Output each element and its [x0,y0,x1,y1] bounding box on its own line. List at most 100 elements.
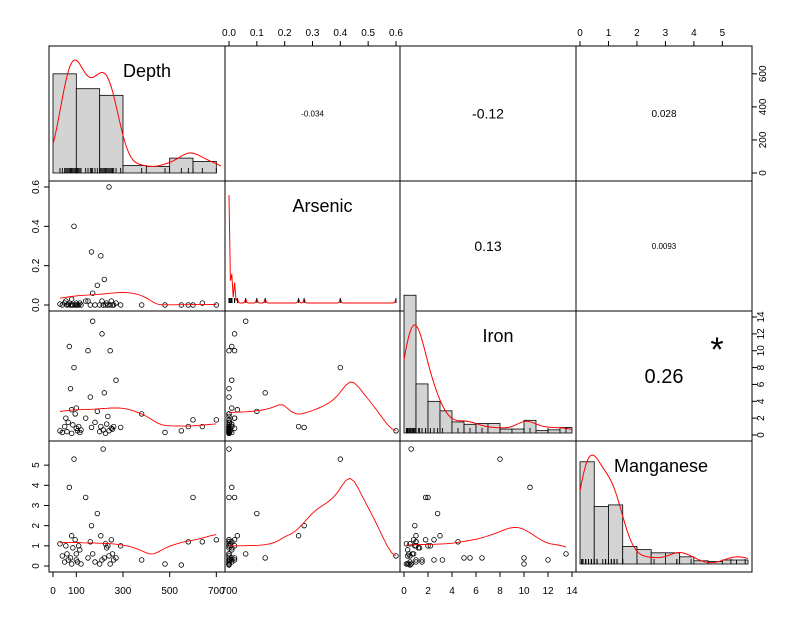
panel-frame [224,440,401,573]
y-axis-left-arsenic: 0.0 0.2 0.4 0.6 [31,180,49,312]
axis-tick-label: 6 [756,381,767,387]
histogram-bar [122,165,147,174]
axis-tick-label: 300 [115,586,132,597]
smoother-line [59,534,217,555]
smoother-line [406,526,567,548]
scatter-panel-manganese-vs-arsenic [226,446,399,568]
y-axis-right-iron: 0 2 4 6 8 10 12 14 [752,311,767,438]
axis-tick-label: 700 [221,586,238,597]
axis-tick-label: 0.6 [31,180,42,194]
data-point [407,562,413,568]
axis-tick-label: 10 [518,586,530,597]
data-point [109,426,116,432]
scatter-panel-iron-vs-depth [57,318,220,437]
correlation-label: 0.0093 [652,242,677,251]
axis-tick-label: 0.2 [278,28,292,39]
histogram-bar [415,383,429,434]
data-point [439,557,446,563]
data-point [242,551,249,557]
data-point [85,348,91,354]
data-point [113,377,119,383]
data-point [82,415,89,421]
data-point [103,421,110,427]
data-point [467,555,473,561]
data-point [563,551,569,557]
data-point [262,390,268,396]
data-point [98,253,104,259]
axis-tick-label: 12 [756,328,767,340]
smoother-line [228,381,397,432]
data-point [226,417,232,423]
data-point [226,494,232,501]
data-point [106,184,112,190]
data-point [521,555,527,561]
data-point [213,417,220,423]
correlation-label: 0.13 [474,238,501,254]
data-point [295,533,302,539]
data-point [96,561,103,567]
axis-tick-label: 1 [31,543,42,549]
diagonal-panel-depth: Depth [52,59,222,174]
data-point [226,394,232,400]
data-point [226,423,232,430]
panel-frame [224,310,401,442]
data-point [78,427,84,433]
data-point [71,223,77,230]
panel-frame [575,440,753,573]
correlation-label: 0.26 [645,366,684,388]
data-point [427,543,434,549]
data-point [101,276,108,283]
data-point [337,456,344,462]
histogram-bar [679,556,695,565]
data-point [98,533,104,539]
axis-tick-label: 0.0 [31,298,42,312]
scatter-panel-manganese-vs-depth [57,446,220,568]
data-point [185,423,192,430]
data-point [404,561,411,567]
data-point [82,298,89,304]
axis-tick-label: 0.4 [31,219,42,233]
data-point [99,331,105,337]
data-point [301,424,307,431]
data-point [419,559,425,565]
histogram-bar [593,506,609,565]
data-point [85,298,91,304]
density-curve [403,324,573,430]
data-point [70,422,76,428]
data-point [461,555,467,561]
axis-tick-label: 0.0 [222,28,236,39]
data-point [301,522,307,529]
data-point [213,302,220,308]
data-point [162,561,168,567]
data-point [337,364,344,371]
data-point [527,484,533,491]
data-point [229,377,235,383]
axis-tick-label: 8 [497,586,503,597]
data-point [71,364,77,371]
axis-tick-label: 12 [542,586,554,597]
data-point [434,510,441,517]
data-point [89,551,96,557]
data-point [229,405,235,411]
correlation-label: 0.028 [651,109,676,120]
smoother-line [59,407,217,427]
data-point [226,411,232,417]
axis-tick-label: 500 [161,586,178,597]
histogram-bar [499,428,513,434]
data-point [190,494,196,501]
data-point [87,394,94,400]
data-point [59,553,66,559]
diagonal-panel-arsenic: Arsenic [228,194,397,304]
variable-name-manganese: Manganese [614,456,708,476]
axis-tick-label: 10 [756,345,767,357]
axis-tick-label: 0.3 [306,28,320,39]
data-point [226,557,232,563]
axis-tick-label: 0 [577,28,583,39]
data-point [178,428,185,434]
x-axis-top-manganese: 0 1 2 3 4 5 [577,28,726,46]
axis-tick-label: 100 [68,586,85,597]
data-point [226,348,232,354]
axis-tick-label: 4 [449,586,455,597]
histogram-bar [535,430,549,434]
